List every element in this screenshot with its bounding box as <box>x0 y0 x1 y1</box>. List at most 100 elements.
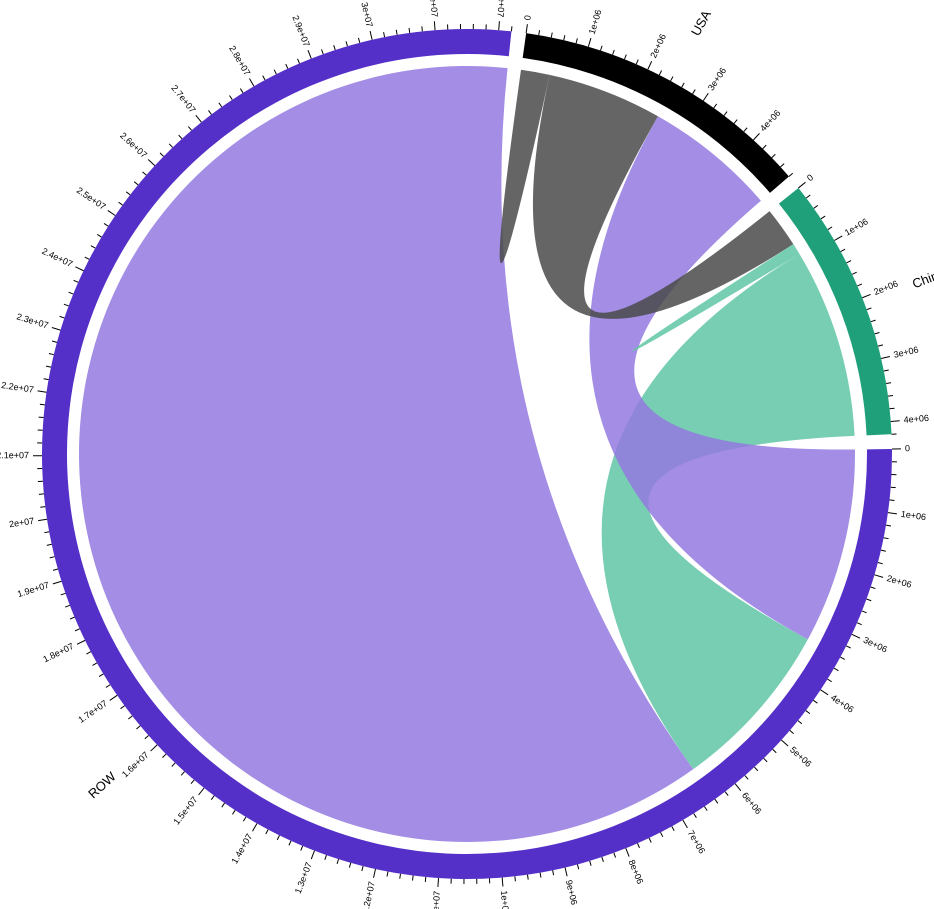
tick <box>179 135 182 139</box>
tick-label: 2.1e+07 <box>0 450 29 460</box>
tick <box>322 49 324 54</box>
tick <box>222 803 225 807</box>
tick <box>337 859 339 864</box>
tick <box>106 685 110 688</box>
tick-label: 1e+06 <box>843 216 870 237</box>
tick <box>162 754 166 758</box>
tick <box>151 745 158 751</box>
tick <box>308 50 311 58</box>
tick <box>301 846 303 851</box>
tick <box>798 182 805 188</box>
tick <box>626 848 629 856</box>
tick <box>286 64 288 69</box>
tick-label: 1.2e+07 <box>360 881 377 909</box>
tick-label: 3e+06 <box>706 66 728 93</box>
tick <box>834 236 842 241</box>
tick <box>871 320 876 322</box>
tick-label: 1.8e+07 <box>41 641 75 664</box>
tick <box>884 538 889 539</box>
tick <box>637 843 639 848</box>
tick <box>515 876 516 881</box>
tick <box>890 500 895 501</box>
tick <box>866 599 871 601</box>
tick <box>841 249 845 251</box>
tick <box>724 112 727 116</box>
tick <box>85 257 89 259</box>
tick-label: 0 <box>905 443 910 453</box>
tick <box>553 870 554 875</box>
tick-label: 4e+06 <box>758 108 782 133</box>
tick <box>745 776 748 780</box>
tick <box>821 216 825 219</box>
tick <box>277 835 279 839</box>
tick <box>64 304 69 306</box>
tick <box>884 370 889 371</box>
tick <box>798 721 802 724</box>
tick-label: 1.6e+07 <box>120 750 151 780</box>
tick <box>502 878 503 887</box>
tick <box>172 763 175 767</box>
tick <box>91 246 95 248</box>
tick <box>65 605 70 607</box>
tick <box>671 77 673 81</box>
tick <box>191 780 194 784</box>
tick <box>263 76 265 80</box>
tick <box>93 663 97 665</box>
tick-label: 3e+06 <box>862 635 889 655</box>
tick <box>374 869 376 878</box>
tick <box>565 868 567 877</box>
tick <box>613 50 615 55</box>
tick-label: 1.3e+07 <box>293 861 314 895</box>
tick <box>47 544 52 545</box>
tick <box>97 234 101 237</box>
tick <box>526 24 527 33</box>
tick <box>744 128 747 132</box>
tick <box>624 55 626 60</box>
tick-label: 3e+07 <box>359 1 374 28</box>
tick <box>602 857 604 862</box>
tick <box>334 45 336 50</box>
tick <box>434 21 435 30</box>
tick <box>871 587 876 589</box>
tick <box>874 575 883 578</box>
tick-label: 3.1e+07 <box>427 0 439 18</box>
tick <box>196 115 202 122</box>
tick-label: 0 <box>805 172 815 183</box>
tick-label: 8e+06 <box>627 858 646 885</box>
tick <box>780 164 784 167</box>
tick <box>661 832 663 836</box>
tick <box>232 810 235 814</box>
tick <box>806 711 810 714</box>
tick <box>409 28 410 33</box>
tick <box>118 202 122 205</box>
tick <box>683 820 688 828</box>
tick <box>840 657 844 659</box>
tick <box>38 391 47 392</box>
tick <box>128 716 132 719</box>
tick <box>821 690 828 695</box>
tick <box>121 706 125 709</box>
tick-label: 1.7e+07 <box>76 698 109 725</box>
tick-label: 2.5e+07 <box>75 185 108 212</box>
tick-label: 2e+07 <box>8 516 35 530</box>
tick <box>298 59 300 64</box>
tick <box>881 550 886 551</box>
tick <box>813 700 817 703</box>
tick <box>110 695 117 700</box>
tick <box>50 557 55 558</box>
tick <box>649 838 651 843</box>
tick-label: 1e+06 <box>587 8 604 35</box>
tick-label: 2.2e+07 <box>1 380 35 395</box>
tick <box>847 261 851 263</box>
tick <box>70 617 75 619</box>
tick <box>74 280 79 282</box>
tick <box>46 366 51 367</box>
tick <box>219 103 222 107</box>
tick <box>400 874 401 879</box>
group-label-ROW: ROW <box>85 768 119 801</box>
tick <box>412 876 413 881</box>
tick-label: 2.7e+07 <box>169 83 197 115</box>
tick <box>252 823 256 831</box>
tick <box>52 327 61 330</box>
tick <box>53 581 62 584</box>
